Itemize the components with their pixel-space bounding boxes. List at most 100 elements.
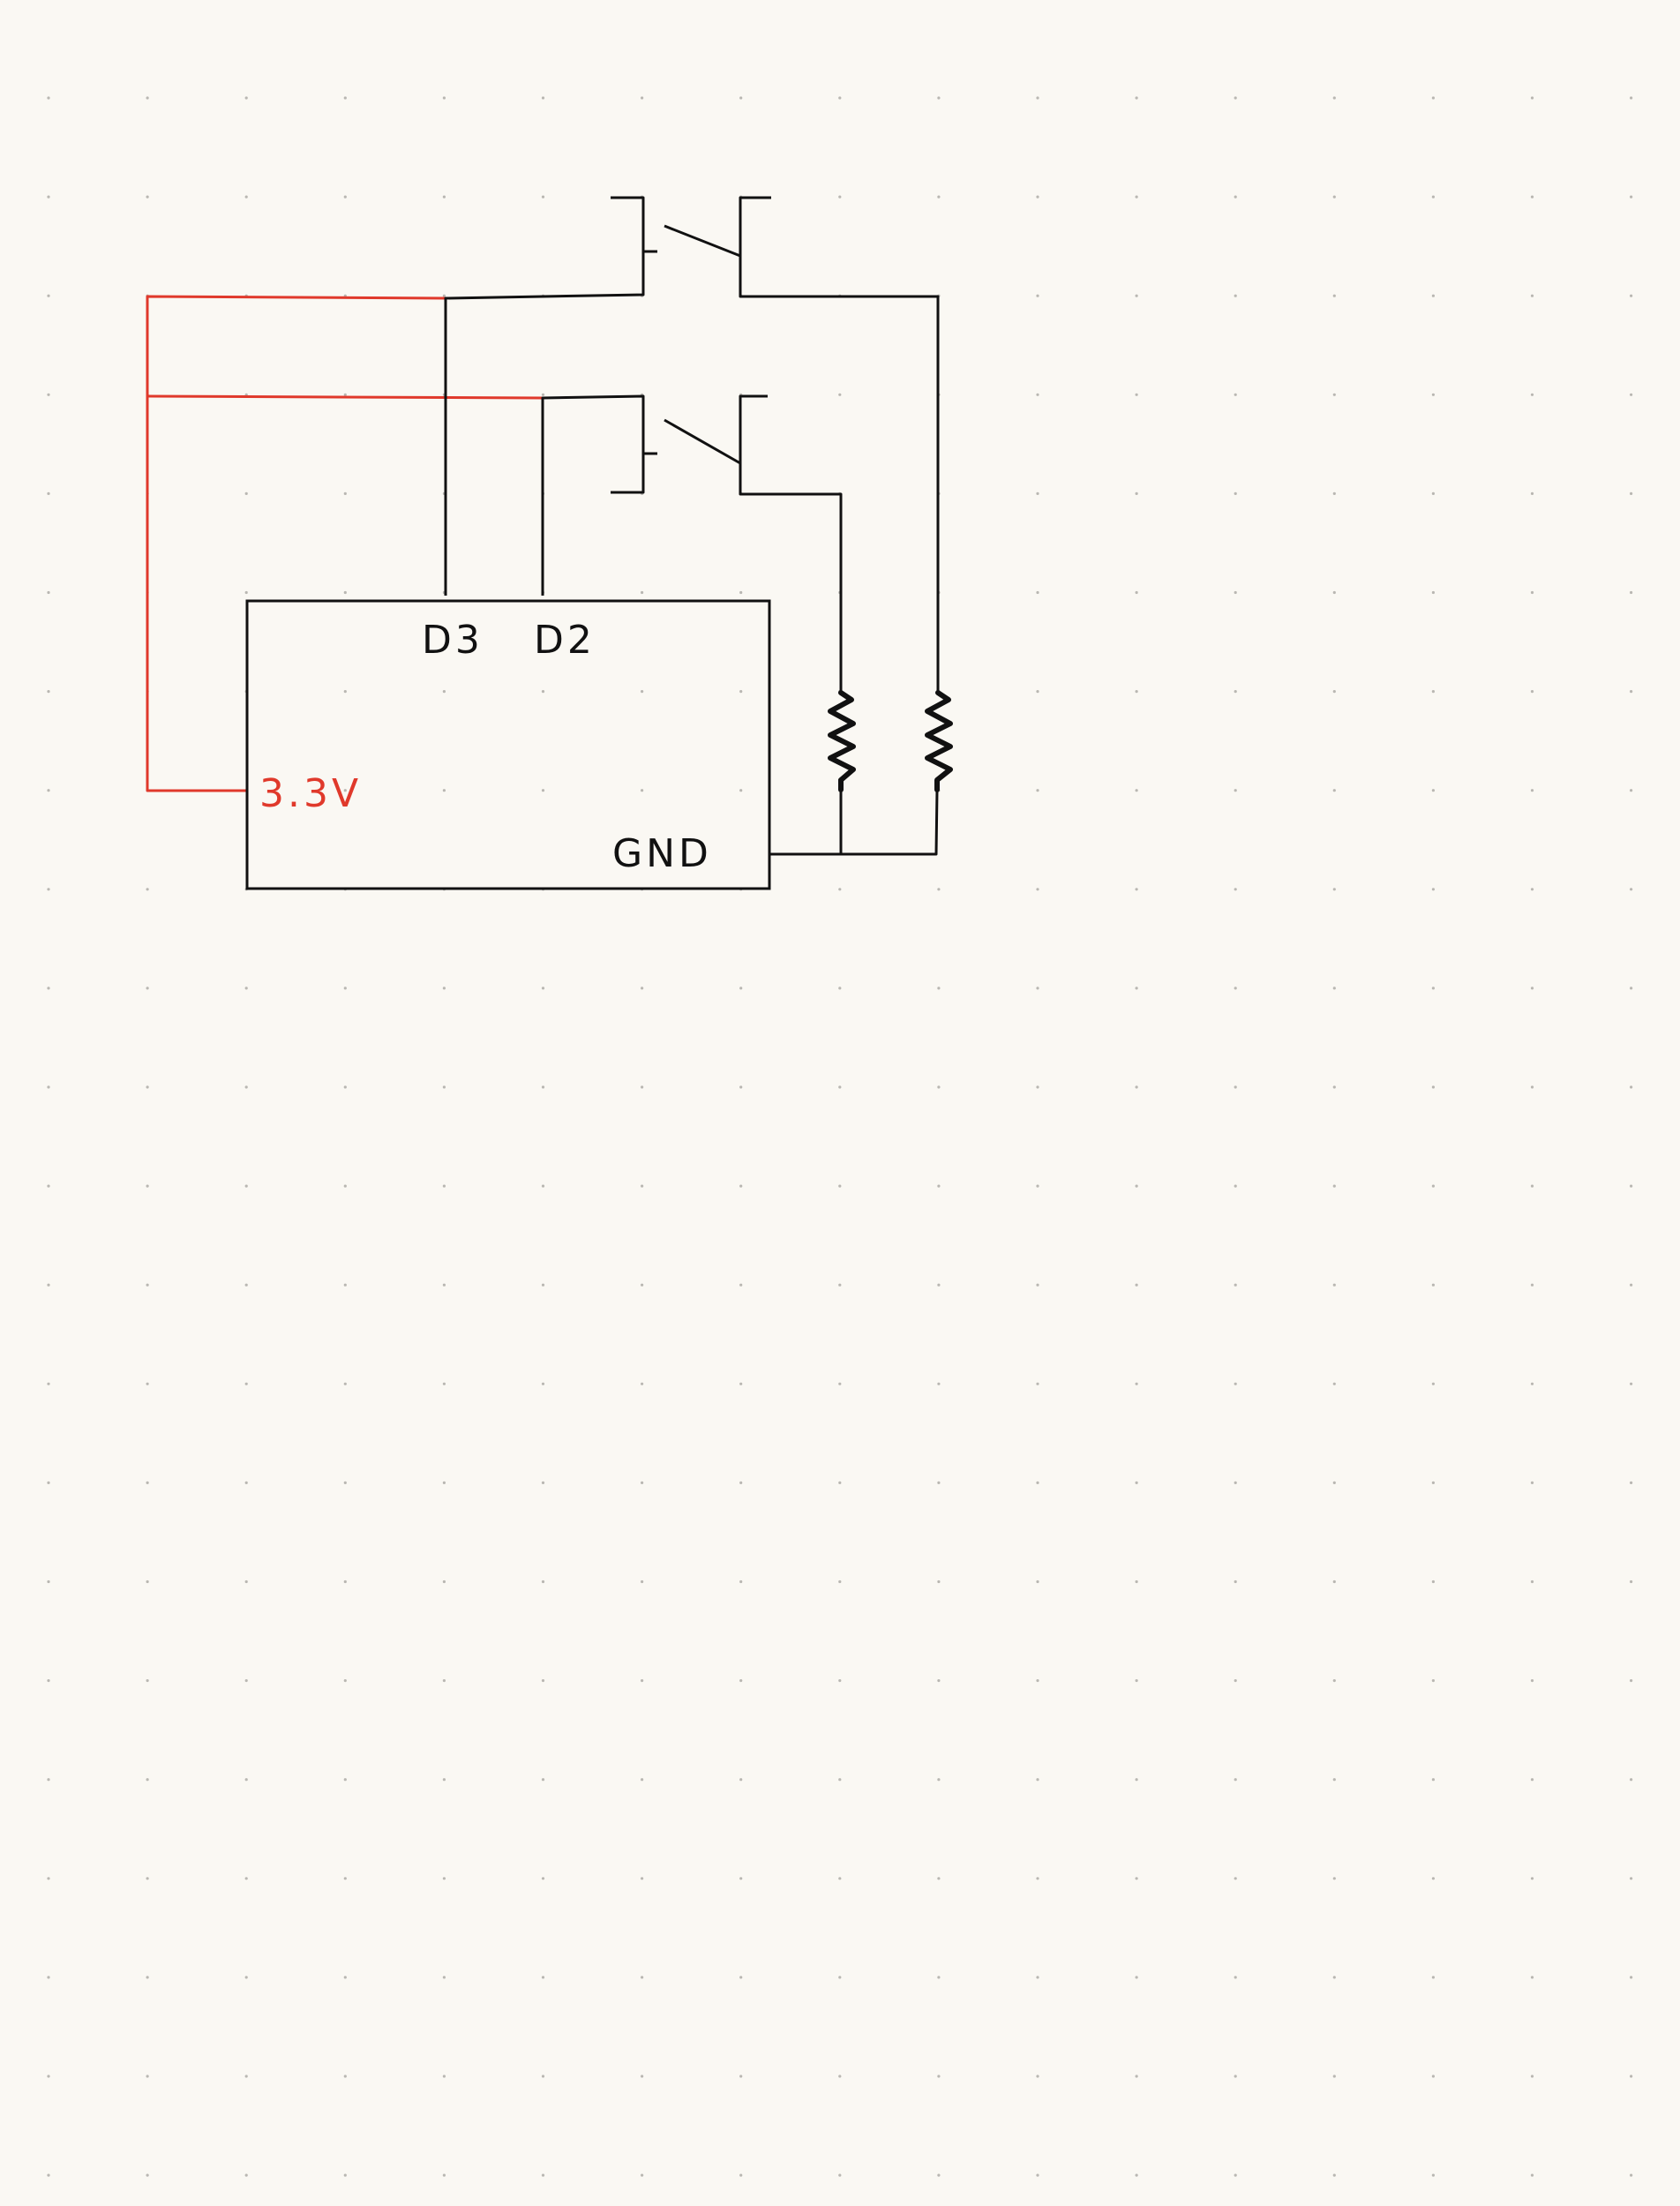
grid-dot xyxy=(1135,590,1138,595)
grid-dot xyxy=(343,1877,347,1880)
grid-dot xyxy=(1332,1481,1336,1484)
grid-dot xyxy=(541,1679,545,1683)
grid-dot xyxy=(1530,789,1534,792)
resistor-left xyxy=(828,690,856,792)
grid-dot xyxy=(838,2075,842,2078)
grid-dot xyxy=(1530,1877,1534,1880)
grid-dot xyxy=(1530,96,1534,100)
grid-dot xyxy=(1431,96,1435,100)
grid-dot xyxy=(937,1579,941,1584)
grid-dot xyxy=(146,1382,149,1385)
grid-dot xyxy=(343,1382,347,1385)
grid-dot xyxy=(1135,195,1138,199)
grid-dot xyxy=(838,1579,842,1584)
grid-dot xyxy=(1234,1579,1237,1584)
grid-dot xyxy=(1332,2075,1336,2078)
grid-dot xyxy=(47,393,50,396)
grid-dot xyxy=(47,1976,50,1979)
grid-dot xyxy=(343,1579,347,1584)
grid-dot xyxy=(1530,1976,1534,1979)
grid-dot xyxy=(343,1085,347,1089)
grid-dot xyxy=(146,1778,149,1782)
grid-dot xyxy=(1332,1976,1336,1979)
grid-dot xyxy=(1431,393,1435,396)
grid-dot xyxy=(1036,1481,1039,1484)
grid-dot xyxy=(1431,195,1435,199)
grid-dot xyxy=(343,2173,347,2177)
grid-dot xyxy=(1431,1382,1435,1385)
grid-dot xyxy=(1135,2173,1138,2177)
grid-dot xyxy=(1036,1877,1039,1880)
grid-dot xyxy=(442,1283,446,1287)
grid-dot xyxy=(937,96,941,100)
grid-dot xyxy=(641,1679,644,1683)
grid-dot xyxy=(838,393,842,396)
grid-dot xyxy=(641,2173,644,2177)
grid-dot xyxy=(739,1877,743,1880)
grid-dot xyxy=(1431,590,1435,595)
grid-dot xyxy=(739,1976,743,1979)
grid-dot xyxy=(739,1283,743,1287)
grid-dot xyxy=(739,96,743,100)
grid-dot xyxy=(1530,195,1534,199)
grid-dot xyxy=(1036,690,1039,694)
grid-dot xyxy=(937,1877,941,1880)
grid-dot xyxy=(442,987,446,990)
grid-dot xyxy=(244,1976,248,1979)
grid-dot xyxy=(1234,2075,1237,2078)
grid-dot xyxy=(1332,1877,1336,1880)
grid-dot xyxy=(1431,789,1435,792)
grid-dot xyxy=(541,195,545,199)
grid-dot xyxy=(244,987,248,990)
grid-dot xyxy=(937,1184,941,1188)
grid-dot xyxy=(244,1382,248,1385)
grid-dot xyxy=(1234,1679,1237,1683)
grid-dot xyxy=(937,1679,941,1683)
grid-dot xyxy=(47,690,50,694)
pin-label-ground: GND xyxy=(612,831,712,876)
grid-dot xyxy=(244,491,248,496)
grid-dot xyxy=(146,1085,149,1089)
grid-dot xyxy=(146,987,149,990)
grid-dot xyxy=(146,1579,149,1584)
grid-dot xyxy=(442,294,446,297)
grid-dot xyxy=(1530,491,1534,496)
grid-dot xyxy=(739,1679,743,1683)
grid-dot xyxy=(1135,690,1138,694)
power-wire-to-d3-switch xyxy=(146,295,446,792)
grid-dot xyxy=(641,690,644,694)
grid-dot xyxy=(1630,1184,1633,1188)
grid-dot xyxy=(541,690,545,694)
grid-dot xyxy=(1135,1184,1138,1188)
grid-dot xyxy=(641,1382,644,1385)
grid-dot xyxy=(1234,789,1237,792)
grid-dot xyxy=(442,2173,446,2177)
grid-dot xyxy=(641,1085,644,1089)
grid-dot xyxy=(838,2173,842,2177)
grid-dot xyxy=(442,1184,446,1188)
grid-dot xyxy=(47,1481,50,1484)
grid-dot xyxy=(1234,195,1237,199)
grid-dot xyxy=(1431,1481,1435,1484)
grid-dot xyxy=(1630,590,1633,595)
grid-dot xyxy=(1036,1679,1039,1683)
grid-dot xyxy=(343,1481,347,1484)
grid-dot xyxy=(1234,96,1237,100)
grid-dot xyxy=(937,987,941,990)
grid-dot xyxy=(146,195,149,199)
grid-dot xyxy=(1431,1579,1435,1584)
grid-dot xyxy=(1135,1778,1138,1782)
grid-dot xyxy=(937,2173,941,2177)
microcontroller-board xyxy=(245,599,771,890)
grid-dot xyxy=(838,1085,842,1089)
grid-dot xyxy=(244,1877,248,1880)
grid-dot xyxy=(146,1877,149,1880)
grid-dot xyxy=(1630,1976,1633,1979)
grid-dot xyxy=(1036,96,1039,100)
grid-dot xyxy=(1530,888,1534,891)
grid-dot xyxy=(937,2075,941,2078)
grid-dot xyxy=(1530,1679,1534,1683)
grid-dot xyxy=(641,590,644,595)
grid-dot xyxy=(739,987,743,990)
grid-dot xyxy=(1036,195,1039,199)
